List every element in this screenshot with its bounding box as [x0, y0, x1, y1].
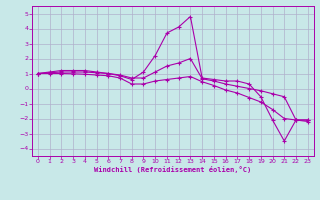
X-axis label: Windchill (Refroidissement éolien,°C): Windchill (Refroidissement éolien,°C)	[94, 166, 252, 173]
